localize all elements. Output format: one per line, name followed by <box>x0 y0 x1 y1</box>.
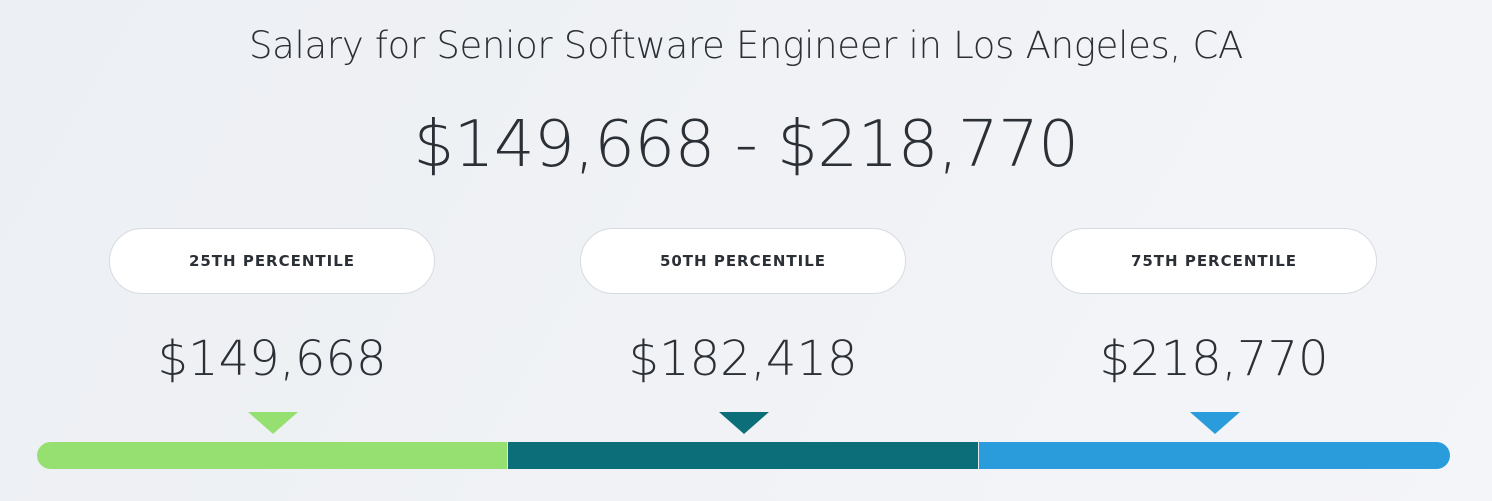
percentile-value: $182,418 <box>628 331 858 387</box>
marker <box>248 412 298 434</box>
bar-divider <box>507 442 508 469</box>
percentile-column: 75TH PERCENTILE $218,770 <box>1051 228 1377 387</box>
marker <box>1190 412 1240 434</box>
percentile-column: 50TH PERCENTILE $182,418 <box>580 228 906 387</box>
bar-segment <box>508 442 978 469</box>
bar-divider <box>978 442 979 469</box>
percentile-value: $149,668 <box>157 331 387 387</box>
percentile-value: $218,770 <box>1099 331 1329 387</box>
percentile-column: 25TH PERCENTILE $149,668 <box>109 228 435 387</box>
title: Salary for Senior Software Engineer in L… <box>249 24 1243 67</box>
bar-segment <box>37 442 507 469</box>
percentile-label: 25TH PERCENTILE <box>109 228 435 294</box>
range-bar <box>37 442 1450 469</box>
bar-segment <box>979 442 1450 469</box>
salary-range: $149,668 - $218,770 <box>413 108 1079 182</box>
percentile-label: 50TH PERCENTILE <box>580 228 906 294</box>
percentile-label: 75TH PERCENTILE <box>1051 228 1377 294</box>
marker <box>719 412 769 434</box>
